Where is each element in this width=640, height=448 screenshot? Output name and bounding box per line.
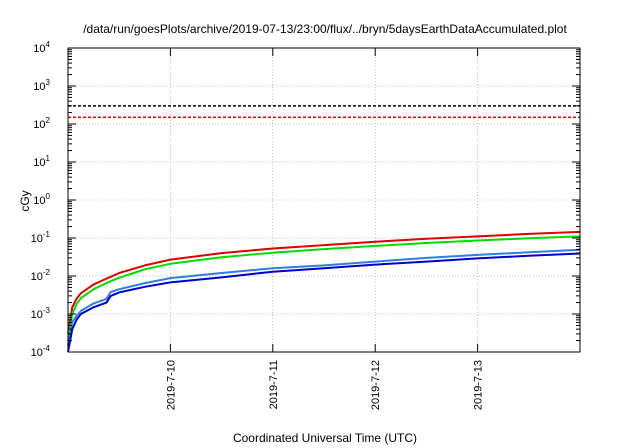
y-axis-label: cGy bbox=[18, 190, 32, 211]
y-tick-base: 10 bbox=[33, 43, 45, 55]
y-tick-label: 10-3 bbox=[31, 306, 51, 321]
y-tick-base: 10 bbox=[31, 347, 43, 359]
series-line-4 bbox=[67, 252, 581, 353]
y-tick-exponent: -2 bbox=[43, 268, 51, 277]
x-tick-label: 2019-7-12 bbox=[370, 360, 382, 410]
y-tick-exponent: 2 bbox=[46, 116, 51, 125]
y-tick-base: 10 bbox=[33, 157, 45, 169]
grid bbox=[68, 48, 580, 352]
y-tick-exponent: 1 bbox=[46, 154, 51, 163]
y-tick-exponent: -4 bbox=[43, 344, 51, 353]
x-tick-label: 2019-7-13 bbox=[473, 360, 485, 410]
chart-title: /data/run/goesPlots/archive/2019-07-13/2… bbox=[83, 22, 567, 36]
threshold-lines bbox=[68, 105, 580, 119]
y-tick-base: 10 bbox=[33, 119, 45, 131]
y-tick-base: 10 bbox=[33, 81, 45, 93]
y-tick-label: 10-4 bbox=[31, 344, 51, 359]
y-tick-exponent: -3 bbox=[43, 306, 51, 315]
y-tick-label: 100 bbox=[33, 192, 50, 207]
x-tick-label: 2019-7-11 bbox=[268, 360, 280, 409]
y-tick-label: 101 bbox=[33, 154, 50, 169]
y-tick-base: 10 bbox=[33, 195, 45, 207]
series-line-1 bbox=[67, 230, 581, 335]
series-line-2 bbox=[67, 235, 581, 341]
y-tick-label: 103 bbox=[33, 78, 50, 93]
y-tick-exponent: 3 bbox=[46, 78, 51, 87]
y-tick-label: 104 bbox=[33, 40, 50, 55]
x-tick-labels: 2019-7-10 2019-7-11 2019-7-12 2019-7-13 bbox=[165, 360, 484, 410]
x-tick-label: 2019-7-10 bbox=[165, 360, 177, 410]
y-tick-label: 102 bbox=[33, 116, 50, 131]
x-axis-label: Coordinated Universal Time (UTC) bbox=[233, 431, 417, 445]
y-tick-exponent: 0 bbox=[46, 192, 51, 201]
y-tick-label: 10-1 bbox=[31, 230, 51, 245]
y-tick-exponent: -1 bbox=[43, 230, 51, 239]
series-group bbox=[67, 230, 581, 353]
y-tick-base: 10 bbox=[31, 271, 43, 283]
y-tick-base: 10 bbox=[31, 309, 43, 321]
series-line-3 bbox=[67, 248, 581, 346]
y-tick-base: 10 bbox=[31, 233, 43, 245]
y-tick-label: 10-2 bbox=[31, 268, 51, 283]
y-tick-exponent: 4 bbox=[46, 40, 51, 49]
axis-ticks bbox=[68, 47, 580, 353]
